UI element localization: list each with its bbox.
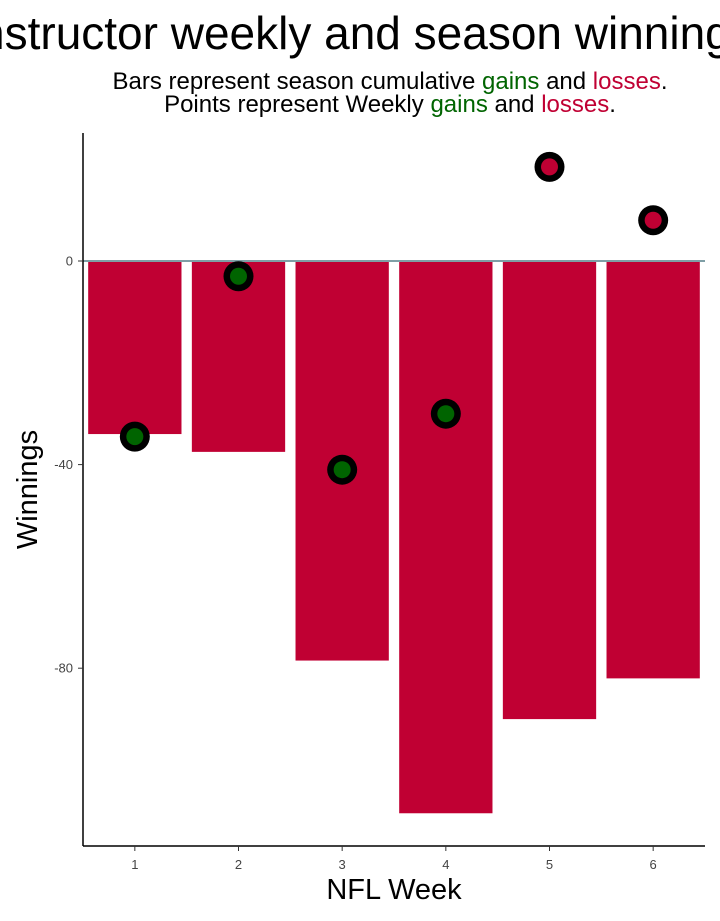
y-tick-label: -40 (54, 457, 73, 472)
bar-series (88, 261, 700, 814)
point-week-6 (638, 205, 669, 236)
y-tick-label: -80 (54, 661, 73, 676)
x-tick-label: 2 (235, 857, 242, 872)
subtitle-2-prefix: Points represent Weekly (164, 91, 424, 118)
x-tick-label: 5 (546, 857, 553, 872)
subtitle-1-losses: losses (592, 68, 661, 95)
x-tick-label: 4 (442, 857, 449, 872)
chart-title: Instructor weekly and season winnings (0, 7, 720, 59)
bar-week-2 (191, 261, 286, 452)
subtitle-1-middle: and (546, 68, 587, 95)
point-week-1 (119, 421, 150, 452)
point-week-5 (534, 151, 565, 182)
subtitle-1-suffix: . (660, 68, 668, 95)
point-series (119, 151, 669, 485)
point-week-3 (327, 454, 358, 485)
subtitle-2-gains: gains (430, 91, 488, 118)
subtitle-2-suffix: . (609, 91, 616, 118)
x-tick-label: 3 (339, 857, 346, 872)
x-axis-ticks: 1 2 3 4 5 6 (131, 846, 657, 872)
point-week-2 (223, 261, 254, 292)
subtitle-line-2: Points represent Weekly gains and losses… (30, 91, 720, 119)
y-axis-ticks: 0 -40 -80 (54, 254, 83, 676)
bar-week-5 (502, 261, 597, 720)
x-axis-title: NFL Week (326, 874, 462, 906)
bar-week-4 (399, 261, 493, 814)
x-tick-label: 6 (650, 857, 657, 872)
point-week-4 (430, 398, 461, 429)
subtitle-1-prefix: Bars represent season cumulative (112, 68, 476, 95)
y-axis-title: Winnings (12, 430, 44, 549)
subtitle-2-losses: losses (541, 91, 610, 118)
y-tick-label: 0 (66, 254, 73, 269)
x-tick-label: 1 (131, 857, 138, 872)
subtitle-1-gains: gains (482, 68, 540, 95)
bar-week-6 (606, 261, 700, 679)
subtitle-line-1: Bars represent season cumulative gains a… (30, 68, 720, 96)
subtitle-2-middle: and (494, 91, 535, 118)
bar-week-1 (88, 261, 182, 435)
